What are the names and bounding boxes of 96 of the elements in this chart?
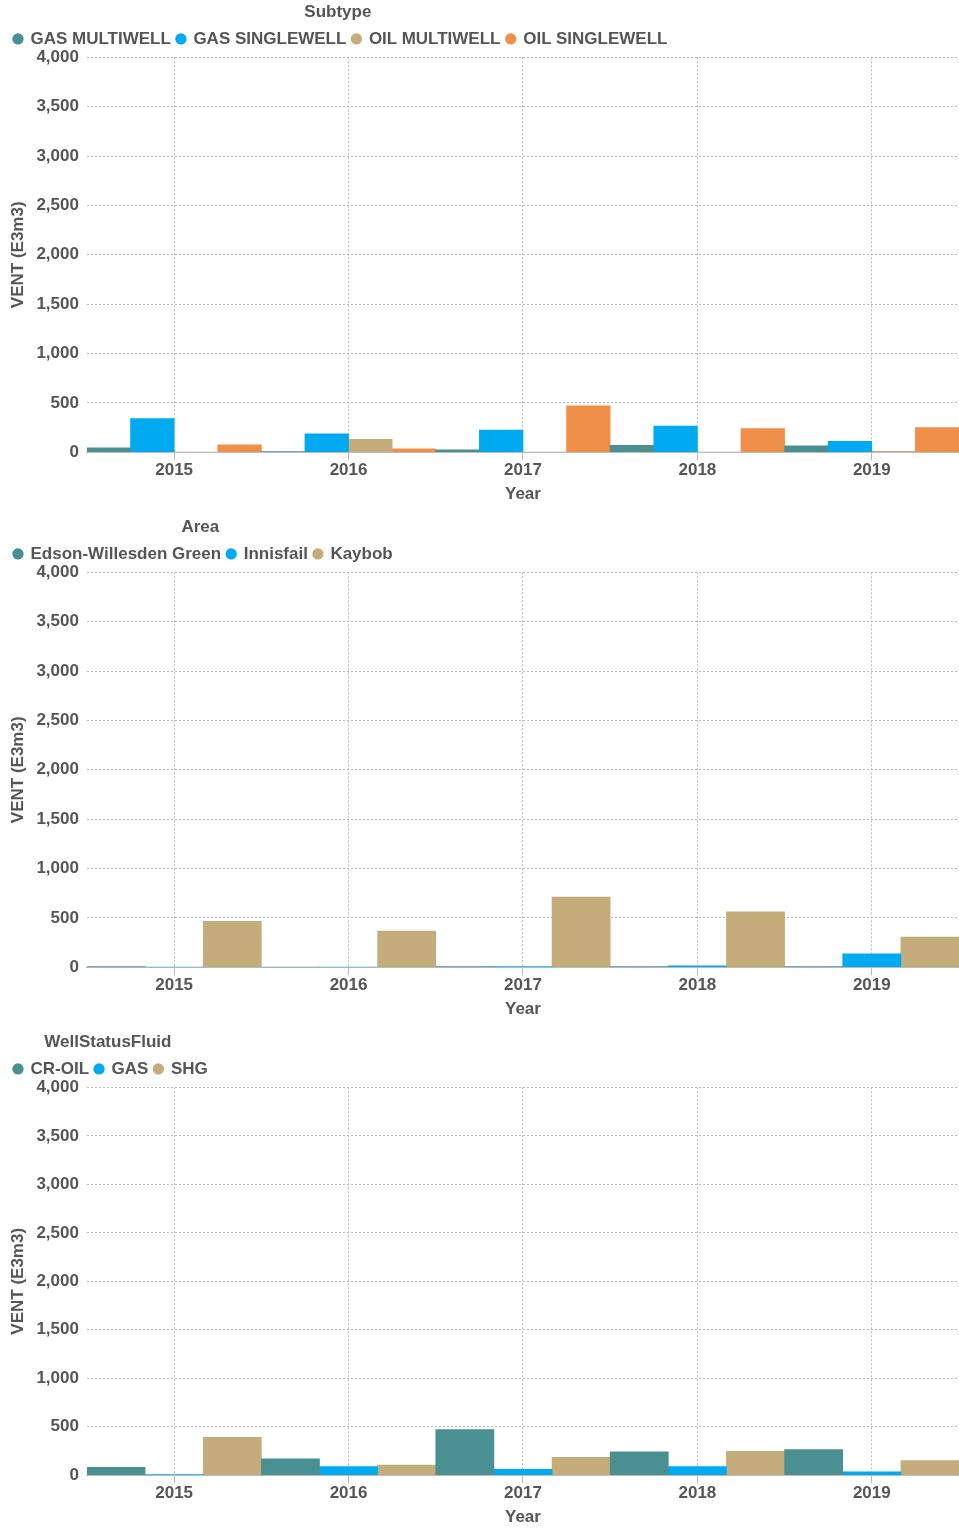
bar [566,405,611,453]
bar [827,441,873,453]
bar [842,953,902,968]
x-axis-title: Year [505,1507,542,1527]
y-tick-label: 1,500 [36,1319,79,1339]
legend-label: GAS SINGLEWELL [193,28,347,48]
y-tick-label: 500 [50,1416,79,1436]
y-axis-title: VENT (E3m3) [7,716,27,824]
x-tick-label: 2019 [852,975,891,995]
legend-label: Edson-Willesden Green [30,543,222,563]
y-tick-label: 2,500 [36,710,79,730]
bar [202,920,262,968]
y-tick-label: 2,000 [36,244,79,264]
y-tick-label: 500 [50,392,79,412]
bar [391,448,437,453]
y-tick-label: 3,000 [36,145,79,165]
bar [479,429,524,453]
bar [915,427,959,453]
bar [667,1466,727,1476]
legend-label: OIL MULTIWELL [368,28,501,48]
bar [130,418,175,453]
bar [609,444,655,453]
bar [551,1456,611,1476]
x-tick-label: 2019 [852,1483,891,1503]
x-tick-label: 2017 [504,460,542,480]
x-tick-label: 2015 [155,460,194,480]
bar [740,428,785,453]
legend-label: SHG [170,1058,208,1078]
x-tick-label: 2017 [504,975,542,995]
bar [86,1467,146,1476]
legend-title: WellStatusFluid [44,1032,172,1052]
y-tick-label: 1,500 [36,293,79,313]
bar [202,1437,262,1476]
y-tick-label: 3,500 [36,1125,79,1145]
y-tick-label: 1,000 [36,858,79,878]
y-tick-label: 1,500 [36,808,79,828]
y-tick-label: 2,000 [36,1270,79,1290]
y-tick-label: 2,500 [36,1222,79,1242]
y-axis-title: VENT (E3m3) [7,1227,27,1335]
x-axis-title: Year [505,999,542,1019]
bar [493,1469,553,1476]
x-tick-label: 2019 [852,460,891,480]
bar [609,1451,669,1476]
bar [304,433,349,453]
y-tick-label: 3,500 [36,96,79,116]
y-tick-label: 1,000 [36,343,79,363]
bar [435,1429,495,1476]
x-tick-label: 2016 [329,460,368,480]
bar [900,1460,959,1476]
y-tick-label: 3,000 [36,1174,79,1194]
bar [319,1466,378,1476]
y-tick-label: 0 [69,441,79,461]
y-tick-label: 2,500 [36,195,79,215]
y-tick-label: 2,000 [36,759,79,779]
bar [261,1458,320,1476]
legend-label: Kaybob [330,543,393,563]
y-tick-label: 0 [69,1464,79,1484]
bar [377,1464,437,1476]
x-tick-label: 2015 [155,975,194,995]
bar [726,1451,785,1476]
x-tick-label: 2018 [678,1483,717,1503]
y-axis-title: VENT (E3m3) [7,201,27,309]
bar [842,1471,902,1476]
legend-label: Innisfail [243,543,308,563]
x-tick-label: 2017 [504,1483,542,1503]
bar [551,896,611,968]
bar [217,444,262,453]
legend-title: Subtype [304,2,372,22]
legend-title: Area [181,517,220,537]
y-tick-label: 0 [69,956,79,976]
bar [900,936,959,968]
bar [86,447,131,453]
bar [784,445,829,453]
x-tick-label: 2016 [329,975,368,995]
legend-label: GAS MULTIWELL [30,28,171,48]
x-tick-label: 2016 [329,1483,368,1503]
y-tick-label: 4,000 [36,1077,79,1097]
x-tick-label: 2018 [678,460,717,480]
y-tick-label: 3,500 [36,611,79,631]
bar [348,439,393,453]
bar [726,911,785,968]
x-axis-title: Year [505,484,542,504]
legend-label: GAS [111,1058,149,1078]
y-tick-label: 500 [50,907,79,927]
x-tick-label: 2015 [155,1483,194,1503]
x-tick-label: 2018 [678,975,717,995]
bar [653,425,698,453]
y-tick-label: 4,000 [36,562,79,582]
y-tick-label: 1,000 [36,1367,79,1387]
legend-label: CR-OIL [30,1058,90,1078]
legend-label: OIL SINGLEWELL [523,28,668,48]
y-tick-label: 4,000 [36,47,79,67]
y-tick-label: 3,000 [36,660,79,680]
bar [377,930,437,968]
bar [784,1449,844,1476]
bar [435,449,480,453]
